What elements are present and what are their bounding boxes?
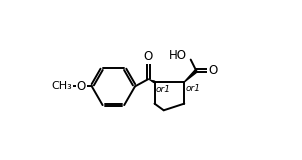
- Text: O: O: [208, 64, 217, 77]
- Text: CH₃: CH₃: [51, 81, 72, 91]
- Text: or1: or1: [185, 84, 200, 93]
- Text: O: O: [77, 80, 86, 93]
- Polygon shape: [184, 70, 197, 82]
- Text: O: O: [143, 50, 153, 63]
- Text: HO: HO: [169, 49, 187, 62]
- Text: or1: or1: [155, 85, 170, 94]
